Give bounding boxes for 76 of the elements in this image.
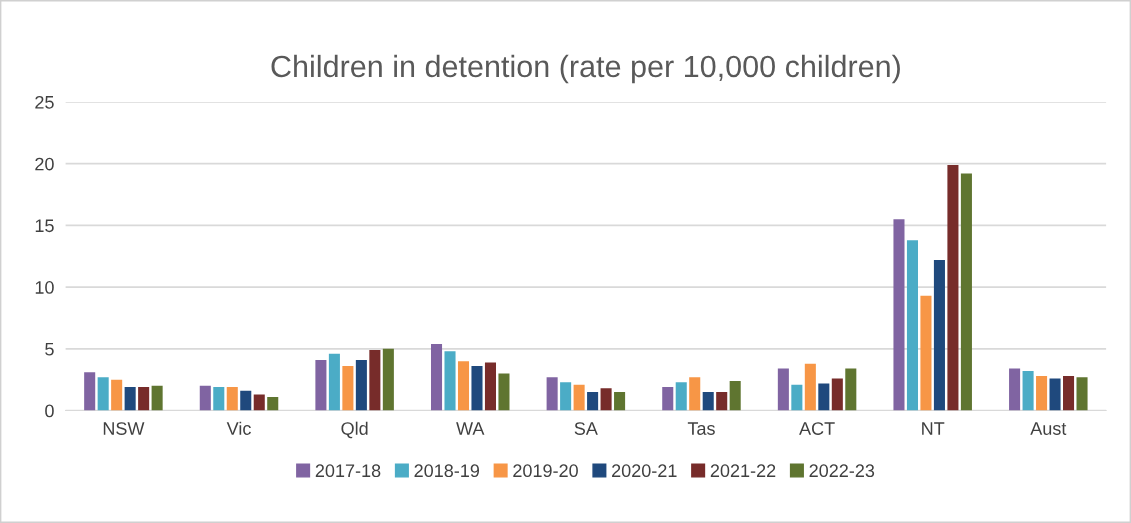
bar [791, 384, 803, 411]
bar [342, 366, 354, 411]
x-tick-label: Qld [341, 421, 368, 439]
bar [267, 396, 279, 411]
bar [906, 240, 918, 411]
legend-label: 2018-19 [414, 464, 480, 478]
bar [1076, 377, 1088, 411]
bar [560, 382, 572, 411]
bar [702, 392, 714, 411]
bar [831, 378, 843, 411]
x-tick-label: NSW [103, 422, 145, 435]
y-tick-label: 15 [35, 219, 54, 233]
bar [689, 377, 701, 411]
bar [1036, 376, 1048, 411]
bar [1009, 368, 1021, 411]
x-tick-label: SA [574, 422, 598, 435]
bar [818, 383, 830, 411]
bar [226, 387, 238, 411]
bar [253, 394, 265, 411]
legend-label: 2020-21 [612, 464, 677, 478]
bar [240, 390, 252, 411]
bar [947, 164, 959, 411]
bar [84, 372, 96, 411]
bar [111, 379, 123, 411]
bar [960, 173, 972, 411]
bar [151, 385, 163, 411]
legend-label: 2019-20 [513, 464, 578, 478]
bar [804, 363, 816, 411]
bar [430, 343, 443, 411]
bar [369, 350, 381, 411]
bar [382, 348, 394, 411]
bar [138, 387, 150, 411]
x-tick-label: Aust [1030, 422, 1067, 435]
bar [1063, 376, 1075, 411]
bar [933, 259, 945, 411]
legend-label: 2022-23 [809, 464, 875, 478]
bar [920, 295, 932, 411]
bar [546, 377, 558, 411]
bar [199, 385, 211, 411]
legend-label: 2017-18 [315, 464, 381, 478]
bar [600, 388, 612, 411]
bar [457, 361, 470, 411]
bar [729, 380, 741, 411]
x-tick-label: WA [456, 422, 485, 435]
bar [328, 353, 340, 411]
x-tick-label: Vic [226, 421, 251, 435]
bar [614, 392, 626, 411]
bar [587, 392, 599, 411]
bar [498, 373, 510, 411]
y-tick-label: 5 [45, 342, 54, 356]
bar [845, 368, 857, 411]
x-tick-label: Tas [687, 422, 715, 435]
bar [573, 384, 585, 411]
bar [471, 366, 483, 411]
bar [315, 359, 327, 411]
x-tick-label: ACT [799, 422, 835, 435]
chart-title: Children in detention (rate per 10,000 children) [271, 54, 900, 84]
y-tick-label: 0 [45, 404, 54, 418]
bar [777, 368, 789, 411]
bar [213, 387, 225, 411]
y-tick-label: 25 [35, 95, 54, 109]
bar [716, 392, 728, 411]
bar [1049, 378, 1061, 411]
bar [484, 362, 497, 411]
y-tick-label: 10 [35, 281, 54, 294]
bar [97, 377, 109, 411]
bar [1022, 371, 1034, 411]
bar [124, 387, 136, 411]
bar [444, 351, 456, 411]
bar [355, 359, 367, 411]
bar [675, 382, 687, 411]
legend-label: 2021-22 [710, 464, 776, 478]
x-tick-label: NT [922, 422, 945, 435]
y-tick-label: 20 [35, 157, 54, 171]
bar [662, 387, 674, 411]
bar [893, 219, 905, 411]
